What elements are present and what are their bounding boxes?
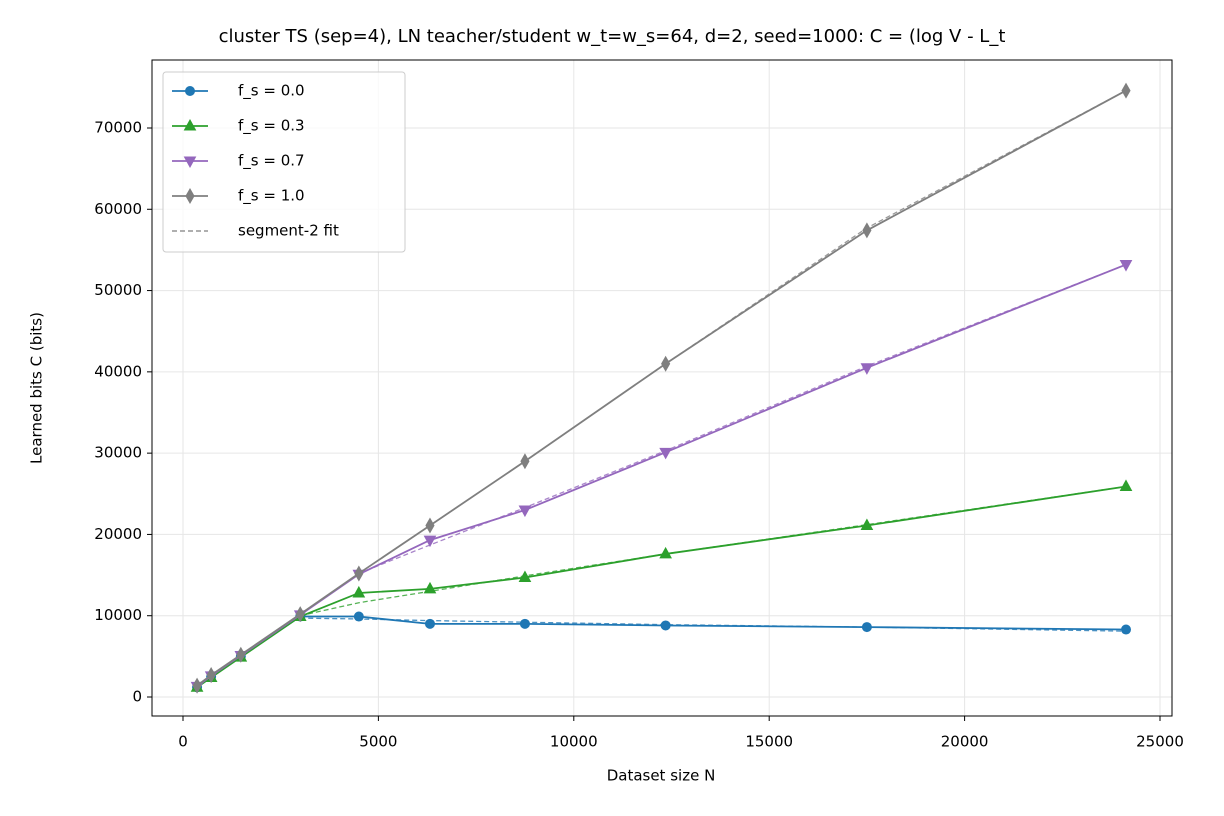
y-axis-label: Learned bits C (bits) (28, 312, 46, 464)
fit-line (358, 263, 1127, 575)
marker (236, 646, 246, 663)
legend-label: f_s = 0.7 (238, 152, 305, 171)
marker (659, 447, 672, 460)
legend-frame (162, 71, 406, 253)
legend: f_s = 0.0 f_s = 0.3 f_s = 0.7 f_s = 1.0 segm… (162, 71, 406, 253)
marker (519, 618, 530, 629)
marker (1121, 82, 1131, 99)
y-tick-label: 50000 (94, 281, 142, 299)
y-tick-label: 40000 (94, 362, 142, 380)
x-tick-label: 10000 (550, 733, 598, 751)
marker (520, 453, 530, 470)
legend-marker (185, 187, 195, 205)
legend-label: f_s = 0.3 (238, 117, 305, 136)
legend-marker (185, 86, 195, 96)
marker (860, 518, 874, 530)
legend-marker (183, 156, 197, 169)
x-tick-label: 0 (178, 733, 188, 751)
marker (423, 581, 437, 594)
legend-label: segment-2 fit (238, 222, 339, 240)
marker (424, 618, 435, 629)
legend-label: f_s = 0.0 (238, 82, 305, 101)
marker (192, 677, 202, 694)
marker (661, 355, 671, 372)
y-tick-label: 30000 (94, 444, 142, 462)
marker (423, 535, 437, 548)
marker (1121, 624, 1132, 635)
x-tick-label: 15000 (745, 733, 793, 751)
x-tick-label: 25000 (1136, 733, 1184, 751)
x-tick-label: 5000 (359, 733, 397, 751)
marker (1119, 479, 1133, 491)
marker (425, 517, 435, 534)
marker (518, 570, 532, 583)
fit-line (665, 90, 1127, 365)
y-tick-label: 70000 (94, 118, 142, 136)
series-line (196, 89, 1127, 687)
marker (354, 565, 364, 582)
chart-title: cluster TS (sep=4), LN teacher/student w… (219, 26, 1006, 47)
legend-marker (183, 118, 197, 131)
marker (861, 622, 872, 633)
marker (352, 585, 366, 598)
marker (353, 611, 364, 622)
plot-frame (151, 59, 1173, 717)
marker (659, 546, 672, 559)
y-tick-label: 60000 (94, 200, 142, 218)
y-tick-label: 10000 (94, 606, 142, 624)
y-tick-label: 20000 (94, 525, 142, 543)
marker (1119, 260, 1133, 272)
marker (295, 606, 305, 623)
x-axis-label: Dataset size N (607, 767, 716, 785)
marker (862, 222, 872, 239)
marker (660, 620, 671, 631)
y-tick-label: 0 (132, 688, 142, 706)
legend-label: f_s = 1.0 (238, 187, 305, 206)
marker (206, 667, 216, 684)
marker (860, 363, 874, 375)
x-tick-label: 20000 (941, 733, 989, 751)
marker (518, 505, 532, 518)
series-line (196, 485, 1127, 688)
